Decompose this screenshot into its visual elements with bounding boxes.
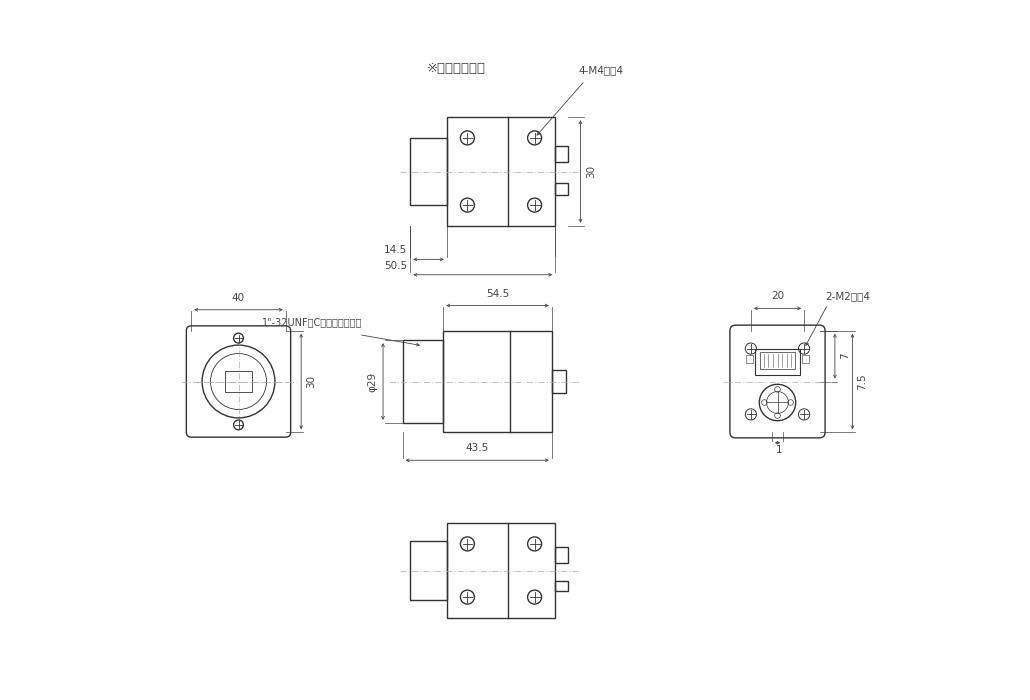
Bar: [226, 371, 251, 392]
Bar: [555, 581, 568, 591]
Bar: [447, 117, 555, 225]
Bar: [555, 547, 568, 563]
Bar: [403, 340, 443, 423]
Text: 2-M2深さ4: 2-M2深さ4: [825, 291, 870, 301]
Bar: [555, 183, 568, 195]
Bar: [552, 370, 565, 393]
Text: 54.5: 54.5: [486, 288, 509, 298]
Bar: [747, 355, 753, 363]
Text: 43.5: 43.5: [466, 443, 489, 454]
Text: 50.5: 50.5: [384, 260, 407, 271]
Text: 30: 30: [586, 165, 596, 178]
Text: 14.5: 14.5: [383, 245, 407, 255]
Text: 1"-32UNF（Cマウントネジ）: 1"-32UNF（Cマウントネジ）: [262, 318, 363, 328]
Text: 7: 7: [839, 353, 850, 359]
Bar: [410, 138, 447, 205]
Text: 4-M4深さ4: 4-M4深さ4: [578, 65, 623, 75]
Bar: [801, 355, 809, 363]
Text: 7.5: 7.5: [857, 373, 867, 390]
Bar: [755, 349, 800, 375]
Text: ※対面同一形状: ※対面同一形状: [426, 62, 486, 75]
Bar: [410, 541, 447, 601]
Bar: [447, 524, 555, 618]
Text: φ29: φ29: [368, 372, 377, 391]
Bar: [555, 146, 568, 162]
Text: 30: 30: [306, 375, 316, 388]
Bar: [760, 352, 794, 369]
Bar: [443, 331, 552, 432]
Text: 20: 20: [770, 291, 784, 301]
Text: 40: 40: [232, 293, 245, 302]
Text: 1: 1: [776, 445, 782, 455]
